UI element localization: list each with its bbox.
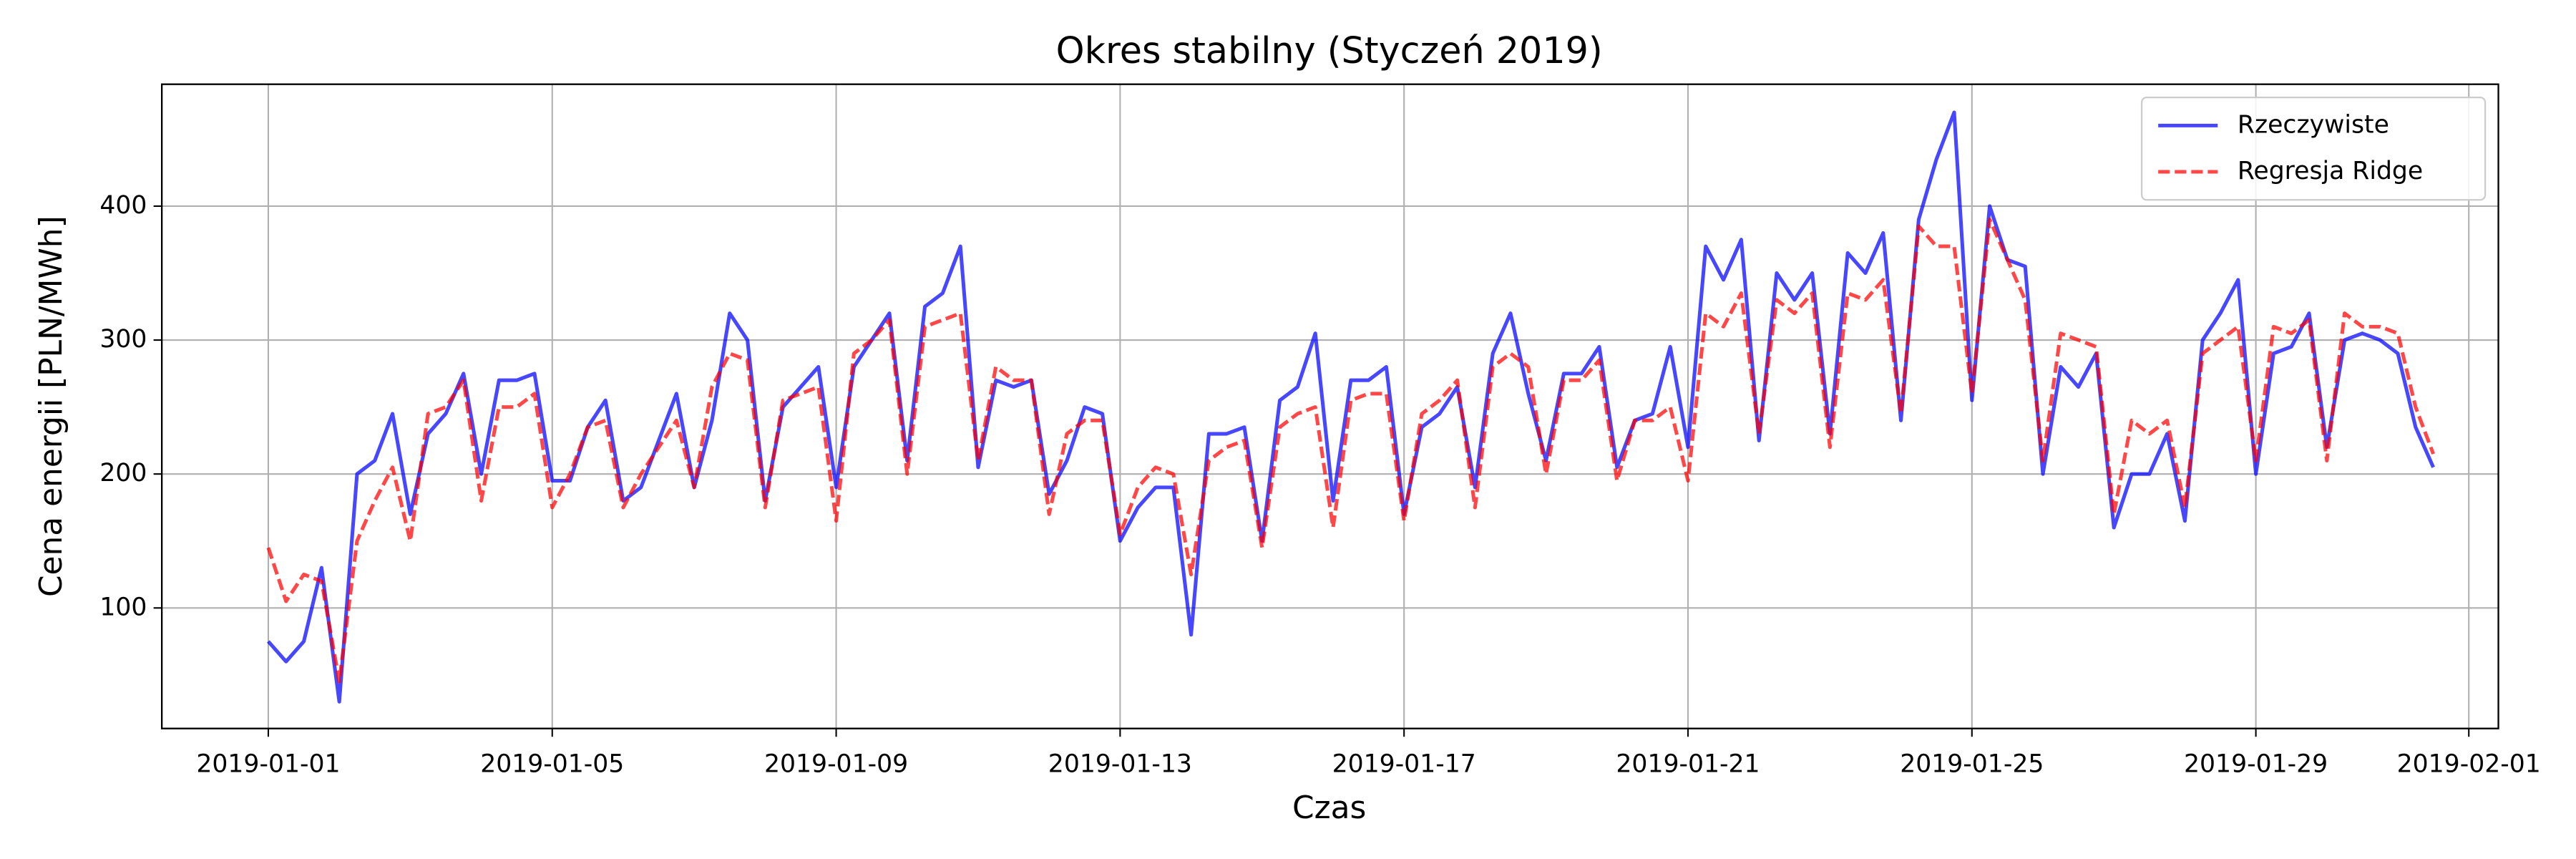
data-line [267, 110, 2435, 704]
legend-label: Rzeczywiste [2238, 110, 2389, 139]
x-tick-label: 2019-01-17 [1332, 749, 1476, 778]
x-axis-label: Czas [1292, 790, 1366, 826]
plot-frame [160, 83, 2499, 729]
x-tick-label: 2019-01-01 [196, 749, 340, 778]
x-tick-label: 2019-02-01 [2397, 749, 2541, 778]
chart-title: Okres stabilny (Styczeń 2019) [1056, 29, 1603, 72]
y-axis-label: Cena energii [PLN/MWh] [33, 215, 69, 597]
legend-label: Regresja Ridge [2238, 157, 2423, 185]
y-tick-label: 300 [99, 325, 147, 354]
data-line [266, 218, 2435, 684]
x-tick-label: 2019-01-29 [2184, 749, 2328, 778]
legend-box [2140, 97, 2487, 201]
x-tick-label: 2019-01-09 [764, 749, 908, 778]
y-tick-label: 100 [99, 593, 147, 621]
x-tick-label: 2019-01-21 [1616, 749, 1760, 778]
y-tick-label: 400 [99, 191, 147, 220]
x-tick-label: 2019-01-05 [480, 749, 624, 778]
x-tick-label: 2019-01-13 [1048, 749, 1192, 778]
x-tick-label: 2019-01-25 [1900, 749, 2044, 778]
y-tick-label: 200 [99, 459, 147, 487]
